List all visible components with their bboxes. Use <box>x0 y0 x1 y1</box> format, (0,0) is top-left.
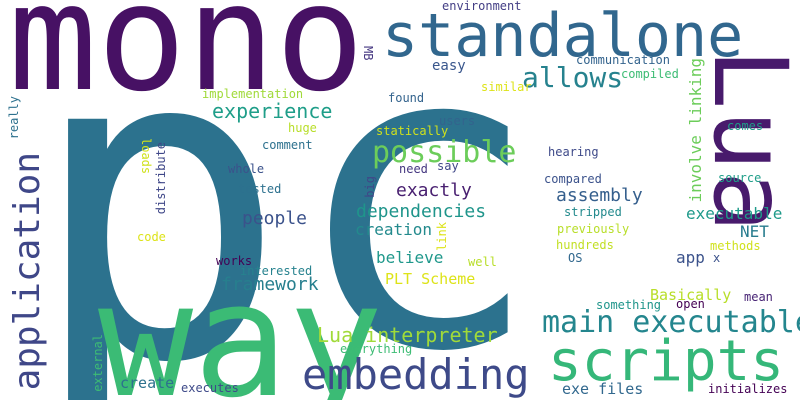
word-os: OS <box>568 251 583 265</box>
word-exe-files: exe files <box>562 380 644 398</box>
word-stripped: stripped <box>564 205 622 219</box>
word-source: source <box>718 171 762 185</box>
word-users: users <box>439 114 476 128</box>
word-communication: communication <box>576 53 670 67</box>
word-well: well <box>468 255 497 269</box>
word-whole: whole <box>228 162 265 176</box>
word-environment: environment <box>442 0 522 13</box>
word-everything: everything <box>340 342 413 356</box>
word-huge: huge <box>288 121 317 135</box>
word-something: something <box>596 298 662 312</box>
word-mean: mean <box>744 290 773 304</box>
word-found: found <box>388 91 425 105</box>
word-embedding: embedding <box>302 350 530 399</box>
word-statically: statically <box>376 124 449 138</box>
word-interested: interested <box>240 264 313 278</box>
word-create: create <box>120 374 175 392</box>
word-tested: tested <box>238 182 282 196</box>
word-scripts: scripts <box>548 329 785 394</box>
word-creation: creation <box>355 220 433 239</box>
word-app: app <box>676 248 705 267</box>
word-hundreds: hundreds <box>556 238 614 252</box>
word-open: open <box>676 297 705 311</box>
word-possible: possible <box>372 135 517 170</box>
word-dependencies: dependencies <box>356 201 487 222</box>
word-easy: easy <box>432 58 466 74</box>
word-allows: allows <box>522 61 624 94</box>
word-loads: loads <box>139 138 153 175</box>
word-main-executable: main executable <box>542 305 800 340</box>
word-application: application <box>7 152 48 391</box>
word-say: say <box>437 159 459 173</box>
word-hearing: hearing <box>548 145 599 159</box>
word-x: x <box>713 251 721 265</box>
word-initializes: initializes <box>708 382 788 396</box>
word-net: NET <box>740 222 769 241</box>
word-distribute: distribute <box>154 142 168 215</box>
word-c: c <box>290 0 543 400</box>
word-standalone: standalone <box>382 1 744 71</box>
word-pltscheme: PLT Scheme <box>385 270 476 288</box>
word-methods: methods <box>710 239 761 253</box>
word-believe: believe <box>376 248 444 267</box>
word-executable: executable <box>686 204 783 223</box>
word-need: need <box>399 162 428 176</box>
word-executes: executes <box>181 381 239 395</box>
word-basically: Basically <box>650 286 732 304</box>
word-people: people <box>242 208 308 229</box>
word-assembly: assembly <box>556 185 643 206</box>
word-comment: comment <box>262 138 313 152</box>
word-framework: framework <box>221 274 319 295</box>
word-lua-interpreter: Lua interpreter <box>317 323 498 347</box>
word-compared: compared <box>544 172 602 186</box>
word-similar: similar <box>481 80 532 94</box>
word-experience: experience <box>212 99 333 123</box>
word-implementation: implementation <box>202 87 304 101</box>
word-previously: previously <box>557 222 630 236</box>
word-comes: comes <box>727 119 764 133</box>
word-works: works <box>216 254 253 268</box>
word-code: code <box>137 230 166 244</box>
word-link: link <box>435 222 449 251</box>
word-compiled: compiled <box>621 67 679 81</box>
word-mono: mono <box>8 0 365 124</box>
word-external: external <box>91 334 105 392</box>
word-way: way <box>98 249 384 400</box>
word-p: p <box>28 0 289 400</box>
word-big: big <box>363 176 377 198</box>
word-really: really <box>7 96 21 140</box>
word-mb: MB <box>361 46 375 61</box>
word-exactly: exactly <box>396 180 472 201</box>
word-involve-linking: involve linking <box>686 58 705 203</box>
